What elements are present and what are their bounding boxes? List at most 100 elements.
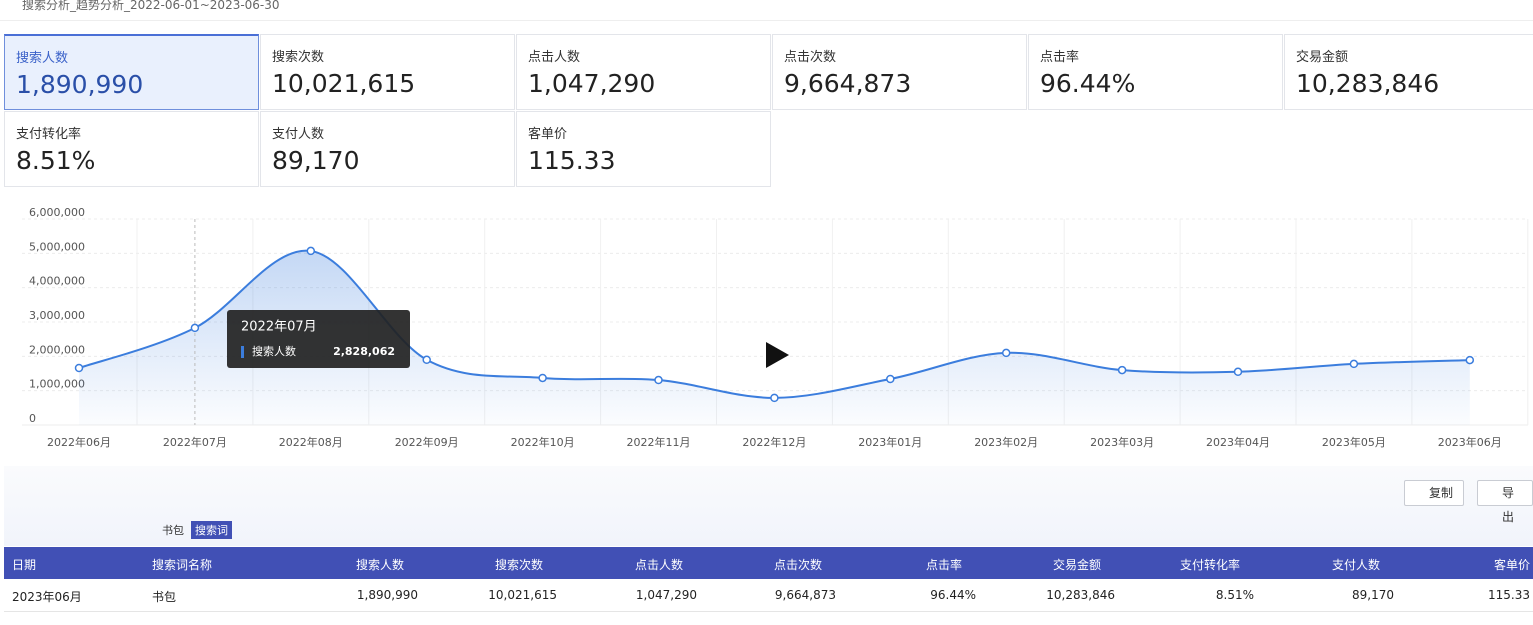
- metric-label: 点击率: [1040, 50, 1080, 65]
- top-bar: 搜索分析_趋势分析_2022-06-01~2023-06-30: [0, 0, 1533, 21]
- x-tick-label: 2022年09月: [395, 435, 459, 449]
- table-header-cell: 客单价: [1493, 558, 1530, 572]
- toolbar: [4, 466, 1533, 546]
- point: [1001, 348, 1011, 358]
- table-header-cell: 点击率: [925, 558, 962, 572]
- point: [770, 393, 779, 403]
- point: [1465, 355, 1475, 365]
- x-tick-label: 2022年11月: [627, 435, 691, 449]
- point: [422, 355, 431, 365]
- metric-label: 交易金额: [1296, 50, 1349, 65]
- table-cell: 10,021,615: [488, 588, 557, 602]
- tooltip-value: 2,828,062: [333, 345, 395, 358]
- tooltip-bg: [227, 310, 410, 368]
- table-header-cell: 搜索人数: [355, 558, 404, 572]
- table-cell: 10,283,846: [1046, 588, 1115, 602]
- metric-card[interactable]: 点击人数 1,047,290: [516, 34, 771, 110]
- point: [1117, 365, 1127, 375]
- table-header-cell: 点击次数: [773, 558, 822, 572]
- metric-value: 115.33: [528, 146, 616, 175]
- table-row: [4, 579, 1533, 612]
- point: [1233, 367, 1243, 377]
- table-cell: 2023年06月: [12, 590, 82, 604]
- table-cell: 115.33: [1488, 588, 1530, 602]
- metric-label: 支付人数: [272, 127, 325, 142]
- y-tick-label: 6,000,000: [29, 206, 85, 219]
- table-cell: 96.44%: [930, 588, 976, 602]
- metric-value: 96.44%: [1040, 69, 1136, 98]
- tooltip-series: 搜索人数: [252, 344, 296, 358]
- point: [538, 373, 547, 383]
- metric-value: 10,021,615: [272, 69, 416, 98]
- table-header-cell: 日期: [12, 558, 37, 572]
- metric-card[interactable]: 交易金额 10,283,846: [1284, 34, 1533, 110]
- export-button[interactable]: 导出: [1477, 480, 1533, 524]
- metric-card[interactable]: 客单价 115.33: [516, 111, 771, 187]
- tooltip-swatch: [241, 346, 244, 358]
- page-title: 搜索分析_趋势分析_2022-06-01~2023-06-30: [22, 0, 280, 12]
- point: [190, 323, 200, 333]
- table-cell: 9,664,873: [774, 588, 836, 602]
- table-header-cell: 交易金额: [1052, 558, 1101, 572]
- x-tick-label: 2023年06月: [1438, 435, 1502, 449]
- x-tick-label: 2023年01月: [858, 435, 922, 449]
- metric-card[interactable]: 支付转化率 8.51%: [4, 111, 259, 187]
- table-header-cell: 搜索次数: [494, 558, 543, 572]
- y-tick-label: 4,000,000: [29, 275, 85, 288]
- table-cell: 1,890,990: [356, 588, 418, 602]
- metric-card[interactable]: 搜索人数 1,890,990: [4, 34, 259, 110]
- metric-value: 10,283,846: [1296, 69, 1440, 98]
- x-tick-label: 2022年08月: [279, 435, 343, 449]
- metric-value: 89,170: [272, 146, 360, 175]
- point: [1349, 359, 1359, 369]
- filter-tag-active[interactable]: 搜索词: [191, 521, 232, 539]
- y-tick-label: 2,000,000: [29, 343, 85, 356]
- play-icon: [766, 342, 789, 368]
- y-tick-label: 1,000,000: [29, 378, 85, 391]
- metric-card[interactable]: 支付人数 89,170: [260, 111, 515, 187]
- copy-button[interactable]: 复制: [1404, 480, 1465, 506]
- metric-card[interactable]: 搜索次数 10,021,615: [260, 34, 515, 110]
- point: [886, 374, 895, 384]
- table-header-cell: 支付转化率: [1179, 558, 1240, 572]
- x-tick-label: 2023年02月: [974, 435, 1038, 449]
- x-tick-label: 2022年06月: [47, 435, 111, 449]
- metric-value: 9,664,873: [784, 69, 912, 98]
- metric-label: 搜索人数: [16, 51, 69, 66]
- y-tick-label: 3,000,000: [29, 309, 85, 322]
- area: [79, 250, 1470, 425]
- x-tick-label: 2022年07月: [163, 435, 227, 449]
- metric-value: 1,890,990: [16, 70, 144, 99]
- table-cell: 8.51%: [1215, 588, 1254, 602]
- point: [654, 375, 663, 385]
- table-header: [4, 547, 1533, 579]
- x-tick-label: 2023年03月: [1090, 435, 1154, 449]
- metric-value: 1,047,290: [528, 69, 656, 98]
- metric-label: 搜索次数: [272, 50, 325, 65]
- metric-label: 点击人数: [528, 50, 581, 65]
- metric-card[interactable]: 点击率 96.44%: [1028, 34, 1283, 110]
- metric-label: 客单价: [528, 127, 568, 142]
- point: [74, 363, 84, 373]
- y-tick-label: 0: [29, 412, 36, 425]
- x-tick-label: 2023年04月: [1206, 435, 1270, 449]
- chart: 0 1,000,000 2,000,000 3,000,000 4,000,000 5,0…: [22, 206, 1529, 449]
- tooltip-title: 2022年07月: [241, 320, 317, 335]
- metric-label: 点击次数: [784, 50, 837, 65]
- metric-card[interactable]: 点击次数 9,664,873: [772, 34, 1027, 110]
- metric-label: 支付转化率: [16, 127, 82, 142]
- point: [306, 246, 316, 256]
- y-tick-label: 5,000,000: [29, 240, 85, 253]
- filter-tag[interactable]: 书包: [162, 524, 184, 537]
- x-tick-label: 2023年05月: [1322, 435, 1386, 449]
- table-header-cell: 支付人数: [1331, 558, 1380, 572]
- table-header-cell: 搜索词名称: [152, 558, 213, 572]
- x-tick-label: 2022年12月: [742, 435, 806, 449]
- table-header-cell: 点击人数: [634, 558, 683, 572]
- table-cell: 1,047,290: [635, 588, 697, 602]
- table-cell: 书包: [152, 590, 177, 604]
- x-tick-label: 2022年10月: [511, 435, 575, 449]
- table-cell: 89,170: [1352, 588, 1394, 602]
